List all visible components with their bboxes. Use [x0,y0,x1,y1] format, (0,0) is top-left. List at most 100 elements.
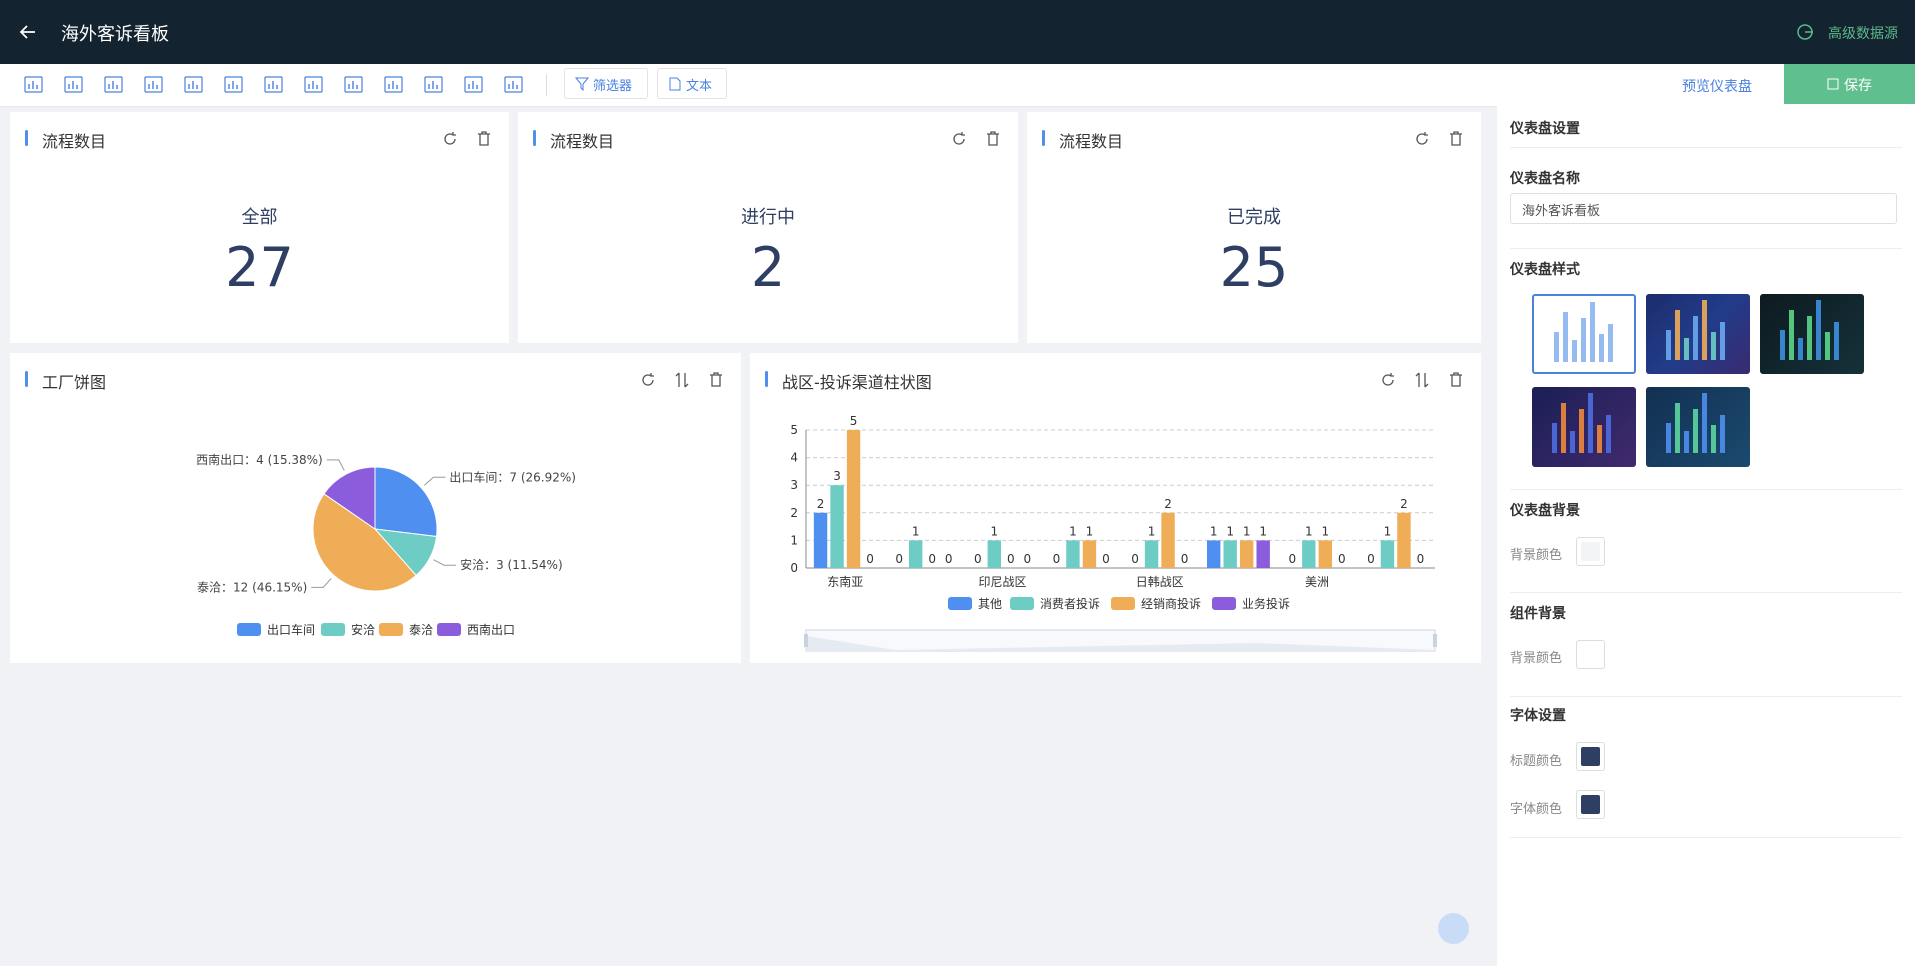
bar-value-label: 2 [1400,497,1408,511]
chart-type-icon[interactable] [301,72,327,98]
delete-icon[interactable] [475,130,493,148]
bar-value-label: 1 [1305,524,1313,538]
icon-frame [144,76,163,93]
thumbnail-bar [1572,340,1577,362]
thumbnail-art [1780,300,1839,360]
style-thumbnail[interactable] [1532,294,1636,374]
widget-title: 流程数目 [550,132,615,151]
bar [1256,540,1270,568]
title-accent [25,371,28,387]
text-label: 文本 [686,79,713,94]
thumbnail-bar [1720,322,1725,360]
divider [1510,592,1902,593]
thumbnail-bar [1563,312,1568,362]
glyph [1415,372,1429,388]
delete-icon[interactable] [984,130,1002,148]
bar-value-label: 1 [1069,524,1077,538]
back-icon[interactable] [18,22,38,42]
sort-icon[interactable] [673,371,691,389]
chart-type-icon[interactable] [181,72,207,98]
y-tick-label: 5 [790,423,798,437]
refresh-icon[interactable] [950,130,968,148]
refresh-icon[interactable] [441,130,459,148]
text-color-label: 字体颜色 [1510,802,1563,817]
bar-value-label: 0 [1288,552,1296,566]
swatch-color [1581,795,1600,814]
style-thumbnail[interactable] [1646,294,1750,374]
swatch-color [1581,747,1600,766]
title-color-swatch[interactable] [1576,742,1605,771]
icon-glyph [468,81,478,89]
text-color-swatch[interactable] [1576,790,1605,819]
zoom-handle[interactable] [804,634,808,647]
delete-icon[interactable] [1447,130,1465,148]
chart-type-icon[interactable] [221,72,247,98]
bar [1066,540,1080,568]
legend-swatch [379,623,403,636]
thumbnail-bar [1666,423,1671,453]
background-swatch[interactable] [1576,537,1605,566]
icon-glyph [428,81,438,89]
pie-slice [374,466,438,538]
bar-value-label: 5 [850,414,858,428]
swatch-color [1581,645,1600,664]
chart-type-icon[interactable] [101,72,127,98]
refresh-icon[interactable] [1413,130,1431,148]
filter-label: 筛选器 [593,79,633,94]
sort-icon[interactable] [1413,371,1431,389]
bar-value-label: 1 [1226,524,1234,538]
component-background-title: 组件背景 [1510,606,1566,622]
glyph [710,372,722,387]
preview-link[interactable]: 预览仪表盘 [1682,79,1752,95]
thumbnail-bar [1579,409,1584,453]
style-thumbnail[interactable] [1646,387,1750,467]
bar-value-label: 1 [1148,524,1156,538]
style-thumbnail[interactable] [1532,387,1636,467]
title-accent [25,130,28,146]
icon-glyph [268,81,278,89]
bar-value-label: 2 [1164,497,1172,511]
name-input[interactable]: 海外客诉看板 [1510,193,1897,224]
thumbnail-art [1666,300,1725,360]
icon-frame [24,76,43,93]
save-label: 保存 [1844,78,1872,94]
chart-type-icon[interactable] [61,72,87,98]
delete-icon[interactable] [1447,371,1465,389]
filter-button[interactable]: 筛选器 [564,68,648,99]
thumbnail-bar [1675,403,1680,453]
save-button[interactable]: 保存 [1784,64,1915,104]
glyph [642,373,654,386]
bar [830,485,844,568]
thumbnail-bar [1554,332,1559,362]
chart-type-icon[interactable] [421,72,447,98]
chart-type-icon[interactable] [21,72,47,98]
chart-type-icon[interactable] [341,72,367,98]
data-source-link[interactable]: 高级数据源 [1828,26,1898,42]
bar-value-label: 1 [1243,524,1251,538]
thumbnail-art [1666,393,1725,453]
chart-type-icon[interactable] [381,72,407,98]
zoom-handle[interactable] [1433,634,1437,647]
component-swatch[interactable] [1576,640,1605,669]
chart-type-icon[interactable] [261,72,287,98]
chart-type-icon[interactable] [501,72,527,98]
widget-title: 战区-投诉渠道柱状图 [782,373,932,392]
background-title: 仪表盘背景 [1510,503,1580,519]
bar-value-label: 0 [945,552,953,566]
chart-type-icon[interactable] [141,72,167,98]
refresh-icon[interactable] [639,371,657,389]
delete-icon[interactable] [707,371,725,389]
kpi-value: 25 [1219,236,1289,299]
thumbnail-bar [1807,316,1812,360]
thumbnail-bar [1570,431,1575,453]
legend-label: 泰洽 [409,623,433,637]
help-button[interactable] [1438,913,1469,944]
y-tick-label: 0 [790,561,798,575]
style-thumbnail[interactable] [1760,294,1864,374]
chart-type-icon[interactable] [461,72,487,98]
divider [1510,696,1902,697]
text-button[interactable]: 文本 [657,68,727,99]
zoom-preview [806,636,1435,651]
refresh-icon[interactable] [1379,371,1397,389]
divider [1510,248,1902,249]
